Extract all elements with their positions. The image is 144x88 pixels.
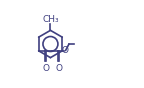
Text: O: O xyxy=(62,46,69,55)
Text: CH₃: CH₃ xyxy=(42,15,59,24)
Text: O: O xyxy=(55,64,62,73)
Text: O: O xyxy=(42,64,49,73)
